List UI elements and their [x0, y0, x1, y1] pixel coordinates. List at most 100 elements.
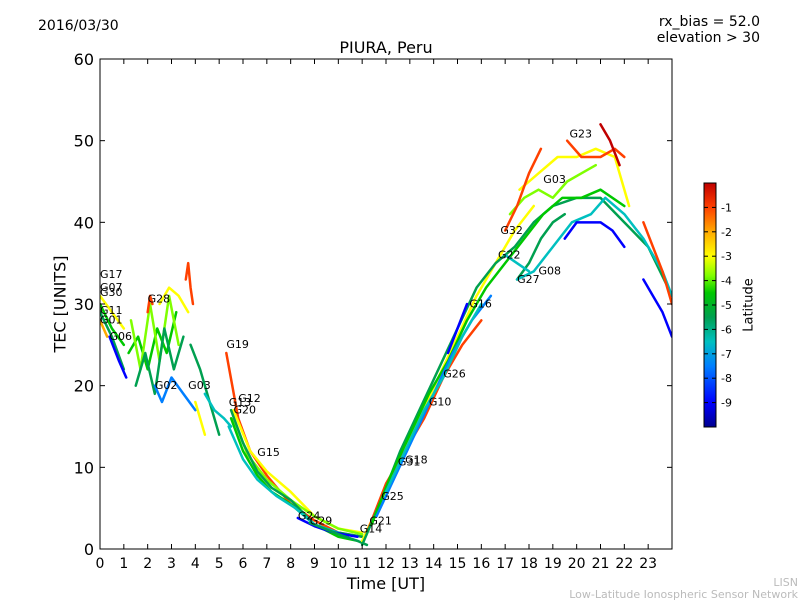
tec-series-33	[518, 147, 631, 208]
x-tick-label: 21	[592, 556, 610, 572]
colorbar-tick-label: -8	[721, 372, 732, 385]
tec-series-7	[134, 327, 185, 396]
satellite-label: G25	[381, 490, 404, 503]
satellite-label: G19	[226, 338, 249, 351]
tec-series-0	[100, 302, 126, 347]
tec-series-38	[642, 278, 672, 338]
satellite-label: G30	[100, 286, 123, 299]
elevation-label: elevation > 30	[656, 30, 760, 46]
y-tick-label: 20	[74, 377, 94, 396]
x-tick-label: 11	[353, 556, 371, 572]
colorbar-tick-label: -6	[721, 323, 732, 336]
x-tick-label: 19	[544, 556, 562, 572]
credit-short: LISN	[773, 576, 798, 589]
series-layer	[100, 123, 672, 547]
y-tick-label: 40	[74, 213, 94, 232]
satellite-label: G13	[229, 396, 252, 409]
tec-series-31	[515, 196, 672, 298]
x-tick-label: 5	[215, 556, 224, 572]
tec-series-8	[158, 286, 190, 314]
x-tick-label: 1	[119, 556, 128, 572]
tec-series-6	[129, 294, 180, 371]
satellite-label: G03	[188, 379, 211, 392]
tec-series-28	[384, 302, 483, 494]
tec-series-2	[100, 310, 126, 371]
x-tick-label: 2	[143, 556, 152, 572]
satellite-label: G32	[500, 224, 523, 237]
tec-series-13	[203, 392, 233, 428]
satellite-label: G23	[570, 127, 593, 140]
y-tick-label: 50	[74, 132, 94, 151]
tec-series-35	[565, 139, 626, 159]
satellite-label: G15	[257, 446, 280, 459]
y-tick-label: 60	[74, 50, 94, 69]
satellite-label: G08	[539, 265, 562, 278]
colorbar-tick-label: -1	[721, 201, 732, 214]
y-tick-label: 10	[74, 458, 94, 477]
satellite-label: G17	[100, 268, 123, 281]
tec-series-22	[308, 521, 369, 547]
x-tick-label: 13	[401, 556, 419, 572]
colorbar-tick-label: -5	[721, 299, 732, 312]
y-tick-label: 30	[74, 295, 94, 314]
colorbar-tick-layer: -1 -2 -3 -4 -5 -6 -7 -8 -9	[704, 201, 732, 410]
satellite-label: G29	[310, 515, 333, 528]
x-axis-label: Time [UT]	[346, 574, 426, 593]
x-tick-label: 20	[568, 556, 586, 572]
satellite-label: G12	[238, 392, 261, 405]
x-tick-label: 15	[449, 556, 467, 572]
satellite-label: G16	[469, 297, 492, 310]
plot-background	[100, 59, 672, 549]
satellite-label: G01	[100, 314, 123, 327]
satellite-label: G07	[100, 281, 123, 294]
satellite-label: G28	[148, 292, 171, 305]
satellite-label: G22	[498, 248, 521, 261]
x-tick-label: 10	[329, 556, 347, 572]
tec-series-32	[508, 163, 597, 216]
x-tick-label: 7	[262, 556, 271, 572]
tec-series-3	[108, 335, 128, 379]
satellite-label: G27	[517, 273, 540, 286]
x-tick-label: 16	[472, 556, 490, 572]
colorbar-tick-label: -3	[721, 250, 732, 263]
colorbar-tick-label: -7	[721, 348, 732, 361]
satellite-label: G11	[100, 304, 123, 317]
x-tick-label: 12	[377, 556, 395, 572]
satellite-label: G14	[360, 523, 383, 536]
satellite-label: G18	[405, 453, 428, 466]
x-tick-label: 8	[286, 556, 295, 572]
tec-series-37	[563, 221, 626, 249]
x-tick-label: 22	[615, 556, 633, 572]
satellite-label: G06	[110, 330, 133, 343]
x-tick-label: 9	[310, 556, 319, 572]
x-tick-label: 18	[520, 556, 538, 572]
satellite-label: G24	[298, 510, 321, 523]
x-tick-label: 6	[239, 556, 248, 572]
x-tick-label: 17	[496, 556, 514, 572]
colorbar-tick-label: -2	[721, 226, 732, 239]
tec-series-9	[184, 261, 195, 306]
colorbar-tick-label: -4	[721, 275, 732, 288]
tec-series-24	[365, 319, 483, 534]
y-tick-label: 0	[84, 540, 94, 559]
x-tick-label: 3	[167, 556, 176, 572]
credit-long: Low-Latitude Ionospheric Sensor Network	[569, 588, 798, 601]
tec-series-4	[100, 319, 109, 338]
date-label: 2016/03/30	[38, 18, 119, 34]
tec-series-14	[194, 400, 207, 436]
tec-series-11	[153, 376, 197, 412]
tec-series-36	[599, 123, 621, 167]
tec-series-1	[100, 294, 126, 330]
axis-layer: 0 1 2 3 4 5 6 7 8 9 10 11 12 13 14 15 16 17 18 19 20 21 22 2301…	[74, 50, 672, 572]
satellite-label: G02	[155, 379, 178, 392]
satellite-label: G21	[369, 515, 392, 528]
tec-series-29	[446, 302, 469, 355]
tec-series-26	[370, 188, 626, 526]
satellite-label: G10	[429, 395, 452, 408]
tec-series-39	[642, 221, 672, 306]
x-tick-label: 0	[96, 556, 105, 572]
x-tick-label: 23	[639, 556, 657, 572]
rx-bias-label: rx_bias = 52.0	[658, 14, 760, 30]
